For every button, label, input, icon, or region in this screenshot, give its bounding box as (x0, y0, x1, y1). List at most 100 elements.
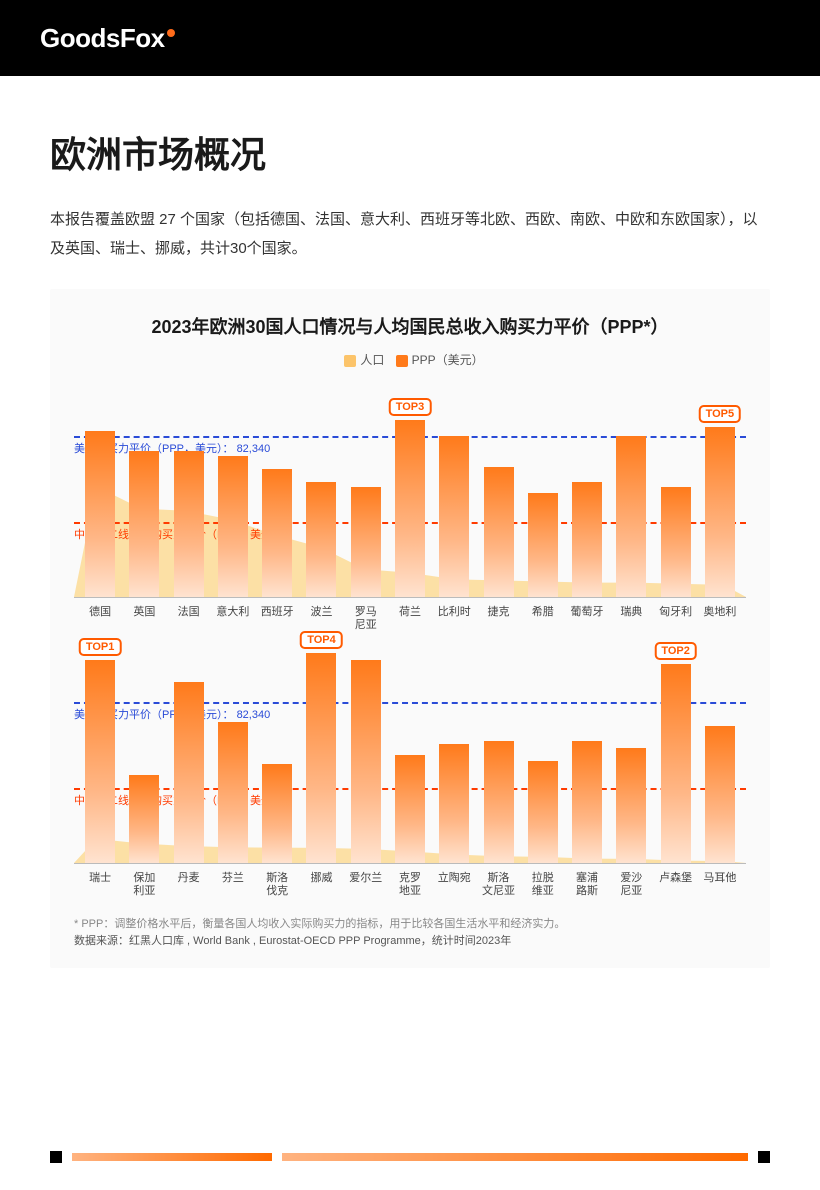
page-description: 本报告覆盖欧盟 27 个国家（包括德国、法国、意大利、西班牙等北欧、西欧、南欧、… (50, 206, 770, 263)
footnote-ppp-def: * PPP：调整价格水平后，衡量各国人均收入实际购买力的指标，用于比较各国生活水… (74, 916, 746, 933)
x-label: 爱尔兰 (344, 868, 388, 900)
bar-col (609, 642, 653, 863)
x-label: 葡萄牙 (565, 602, 609, 634)
x-label: 意大利 (211, 602, 255, 634)
x-label: 瑞典 (609, 602, 653, 634)
top-badge: TOP1 (79, 638, 122, 656)
bar-col (521, 376, 565, 597)
bar-col (78, 376, 122, 597)
bar-col (344, 642, 388, 863)
x-label: 捷克 (476, 602, 520, 634)
chart-container: 2023年欧洲30国人口情况与人均国民总收入购买力平价（PPP*） 人口 PPP… (50, 289, 770, 968)
legend-swatch-pop (344, 355, 356, 367)
bar-col (211, 642, 255, 863)
footnote-source: 数据来源：红黑人口库 , World Bank , Eurostat-OECD … (74, 933, 746, 950)
bars-row: TOP1TOP4TOP2 (74, 642, 746, 863)
bar-col (565, 642, 609, 863)
chart-legend: 人口 PPP（美元） (74, 351, 746, 368)
x-label: 罗马尼亚 (344, 602, 388, 634)
bar-col (167, 376, 211, 597)
x-label: 挪威 (299, 868, 343, 900)
page-content: 欧洲市场概况 本报告覆盖欧盟 27 个国家（包括德国、法国、意大利、西班牙等北欧… (0, 76, 820, 968)
ppp-bar (174, 682, 204, 863)
x-label: 拉脱维亚 (521, 868, 565, 900)
ppp-bar (572, 741, 602, 863)
x-label: 保加利亚 (122, 868, 166, 900)
chart-title: 2023年欧洲30国人口情况与人均国民总收入购买力平价（PPP*） (74, 313, 746, 339)
x-label: 马耳他 (698, 868, 742, 900)
bar-col (432, 642, 476, 863)
brand-logo: GoodsFox (40, 23, 177, 54)
footer-gradient-1 (72, 1153, 272, 1161)
legend-label-ppp: PPP（美元） (412, 353, 484, 367)
x-label: 斯洛伐克 (255, 868, 299, 900)
chart-panels: 美国购买力平价（PPP，美元）： 82,340中国一二线城市购买力平价（PPP，… (74, 376, 746, 900)
x-label: 立陶宛 (432, 868, 476, 900)
bar-col (299, 376, 343, 597)
x-label: 克罗地亚 (388, 868, 432, 900)
legend-swatch-ppp (396, 355, 408, 367)
footer-square-left (50, 1151, 62, 1163)
x-label: 匈牙利 (653, 602, 697, 634)
bar-col (565, 376, 609, 597)
bar-col (344, 376, 388, 597)
top-badge: TOP2 (654, 642, 697, 660)
x-axis: 德国英国法国意大利西班牙波兰罗马尼亚荷兰比利时捷克希腊葡萄牙瑞典匈牙利奥地利 (74, 602, 746, 634)
ppp-bar (705, 726, 735, 863)
top-badge: TOP5 (699, 405, 742, 423)
x-label: 英国 (122, 602, 166, 634)
x-label: 希腊 (521, 602, 565, 634)
ppp-bar: TOP4 (306, 653, 336, 863)
x-label: 芬兰 (211, 868, 255, 900)
bar-col (521, 642, 565, 863)
ppp-bar (528, 493, 558, 597)
x-label: 比利时 (432, 602, 476, 634)
x-label: 卢森堡 (653, 868, 697, 900)
bar-col (122, 642, 166, 863)
ppp-bar (484, 467, 514, 597)
x-label: 波兰 (299, 602, 343, 634)
x-label: 荷兰 (388, 602, 432, 634)
plot-area: 美国购买力平价（PPP，美元）： 82,340中国一二线城市购买力平价（PPP，… (74, 642, 746, 864)
ppp-bar: TOP2 (661, 664, 691, 863)
bar-col (698, 642, 742, 863)
ppp-bar (218, 722, 248, 863)
footer-square-right (758, 1151, 770, 1163)
bar-col (476, 642, 520, 863)
x-label: 斯洛文尼亚 (476, 868, 520, 900)
bar-col (255, 642, 299, 863)
bar-col: TOP5 (698, 376, 742, 597)
bar-col (653, 376, 697, 597)
header-bar: GoodsFox (0, 0, 820, 76)
brand-text: GoodsFox (40, 23, 165, 53)
bar-col: TOP3 (388, 376, 432, 597)
legend-label-pop: 人口 (360, 353, 384, 367)
ppp-bar (484, 741, 514, 863)
bar-col: TOP2 (653, 642, 697, 863)
bar-col: TOP4 (299, 642, 343, 863)
ppp-bar (306, 482, 336, 597)
ppp-bar (351, 487, 381, 598)
bar-col (167, 642, 211, 863)
x-axis: 瑞士保加利亚丹麦芬兰斯洛伐克挪威爱尔兰克罗地亚立陶宛斯洛文尼亚拉脱维亚塞浦路斯爱… (74, 868, 746, 900)
x-label: 丹麦 (167, 868, 211, 900)
bars-row: TOP3 TOP5 (74, 376, 746, 597)
x-label: 西班牙 (255, 602, 299, 634)
ppp-bar (616, 748, 646, 863)
x-label: 奥地利 (698, 602, 742, 634)
x-label: 瑞士 (78, 868, 122, 900)
ppp-bar (439, 744, 469, 863)
x-label: 爱沙尼亚 (609, 868, 653, 900)
ppp-bar (395, 755, 425, 863)
ppp-bar (572, 482, 602, 597)
chart-panel: 美国购买力平价（PPP，美元）： 82,340中国一二线城市购买力平价（PPP，… (74, 376, 746, 634)
bar-col (211, 376, 255, 597)
bar-col (388, 642, 432, 863)
ppp-bar (174, 451, 204, 597)
ppp-bar (262, 469, 292, 597)
ppp-bar (218, 456, 248, 597)
ppp-bar (129, 775, 159, 863)
top-badge: TOP4 (300, 631, 343, 649)
top-badge: TOP3 (389, 398, 432, 416)
x-label: 塞浦路斯 (565, 868, 609, 900)
